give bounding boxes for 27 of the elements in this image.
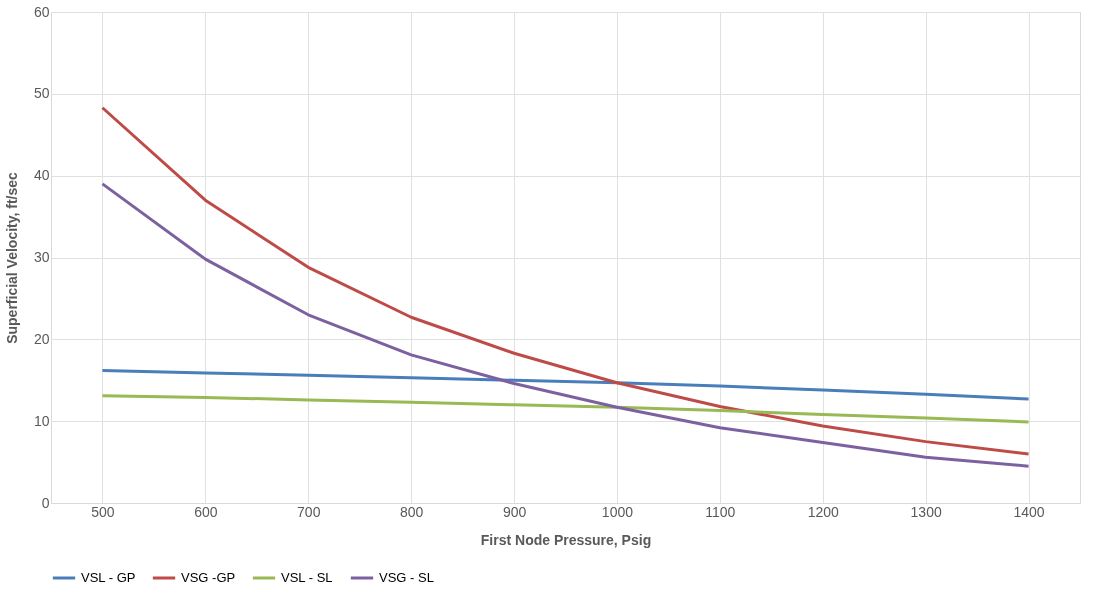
- y-tick-label: 20: [33, 330, 50, 347]
- x-axis-title: First Node Pressure, Psig: [480, 531, 652, 548]
- y-tick-label: 30: [33, 249, 50, 265]
- x-tick-label: 1400: [1013, 503, 1045, 520]
- x-tick-label: 1000: [601, 503, 634, 520]
- y-axis-title: Superficial Velocity, ft/sec: [3, 171, 20, 344]
- x-tick-label: 1200: [807, 503, 840, 520]
- x-tick-label: 500: [91, 503, 115, 520]
- line-series: [100, 368, 1031, 401]
- legend-label: VSG - SL: [379, 570, 434, 585]
- y-tick-label: 60: [33, 3, 50, 20]
- x-tick-label: 600: [194, 503, 218, 520]
- x-tick-label: 700: [297, 503, 321, 520]
- line-series: [100, 394, 1031, 424]
- legend-label: VSG -GP: [181, 570, 236, 585]
- x-tick-label: 1100: [705, 503, 736, 520]
- legend-label: VSL - SL: [281, 570, 333, 585]
- x-tick-label: 1300: [910, 503, 942, 520]
- x-tick-label: 900: [502, 503, 527, 520]
- legend-label: VSL - GP: [81, 570, 136, 585]
- y-tick-label: 50: [33, 85, 50, 102]
- y-tick-label: 10: [33, 412, 50, 429]
- y-tick-label: 0: [41, 494, 50, 511]
- y-tick-label: 40: [33, 167, 50, 184]
- line-series: [100, 182, 1031, 468]
- x-tick-label: 800: [399, 503, 424, 520]
- line-series: [100, 106, 1031, 456]
